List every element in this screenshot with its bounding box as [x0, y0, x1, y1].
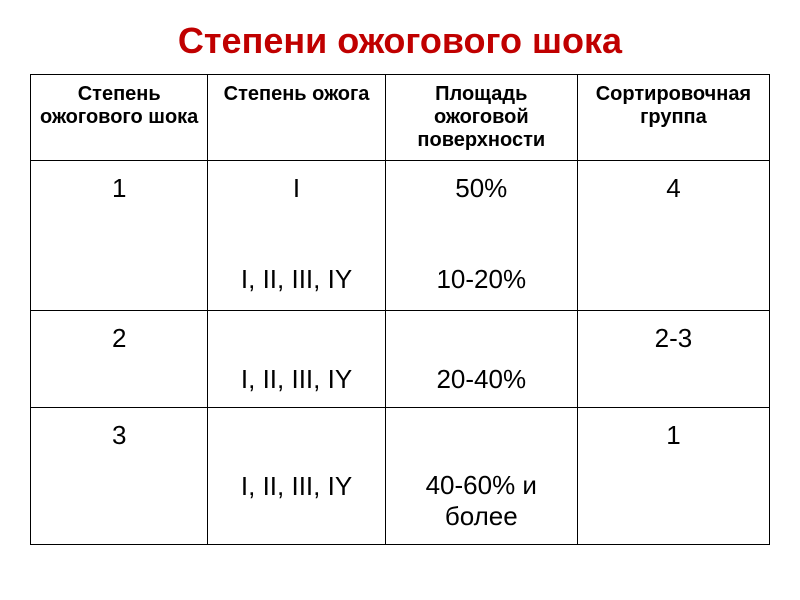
cell-value: I, II, III, IY [212, 467, 380, 506]
cell-value: 1 [582, 416, 765, 455]
cell-sort-group: 2-3 [577, 311, 769, 408]
cell-value: 4 [666, 169, 680, 208]
cell-value: 2 [35, 319, 203, 358]
table-row: 2 I, II, III, IY 20-40% 2-3 [31, 311, 770, 408]
cell-burn-degree: I I, II, III, IY [208, 161, 385, 311]
cell-value: I, II, III, IY [212, 360, 380, 399]
header-sort-group: Сортировочная группа [577, 75, 769, 161]
cell-value: I, II, III, IY [212, 260, 380, 299]
cell-value: 40-60% и более [390, 466, 573, 536]
cell-area: 50% 10-20% [385, 161, 577, 311]
cell-value: 50% [390, 169, 573, 208]
cell-sort-group: 1 [577, 408, 769, 545]
cell-burn-degree: I, II, III, IY [208, 408, 385, 545]
cell-shock-degree: 2 [31, 311, 208, 408]
cell-sort-group: 4 [577, 161, 769, 311]
table-row: 3 I, II, III, IY 40-60% и более 1 [31, 408, 770, 545]
cell-shock-degree: 1 [31, 161, 208, 311]
table-header-row: Степень ожогового шока Степень ожога Пло… [31, 75, 770, 161]
cell-value: I [212, 169, 380, 208]
cell-value [582, 291, 765, 299]
header-shock-degree: Степень ожогового шока [31, 75, 208, 161]
cell-value: 1 [112, 169, 126, 208]
cell-value: 20-40% [390, 360, 573, 399]
header-burn-degree: Степень ожога [208, 75, 385, 161]
table-row: 1 I I, II, III, IY 50% 10-20% 4 [31, 161, 770, 311]
cell-value: 2-3 [582, 319, 765, 358]
header-area: Площадь ожоговой поверхности [385, 75, 577, 161]
cell-value: 3 [35, 416, 203, 455]
cell-area: 40-60% и более [385, 408, 577, 545]
cell-burn-degree: I, II, III, IY [208, 311, 385, 408]
burn-shock-table: Степень ожогового шока Степень ожога Пло… [30, 74, 770, 545]
page-title: Степени ожогового шока [30, 20, 770, 62]
cell-value: 10-20% [390, 260, 573, 299]
cell-shock-degree: 3 [31, 408, 208, 545]
cell-value [35, 291, 203, 299]
cell-area: 20-40% [385, 311, 577, 408]
